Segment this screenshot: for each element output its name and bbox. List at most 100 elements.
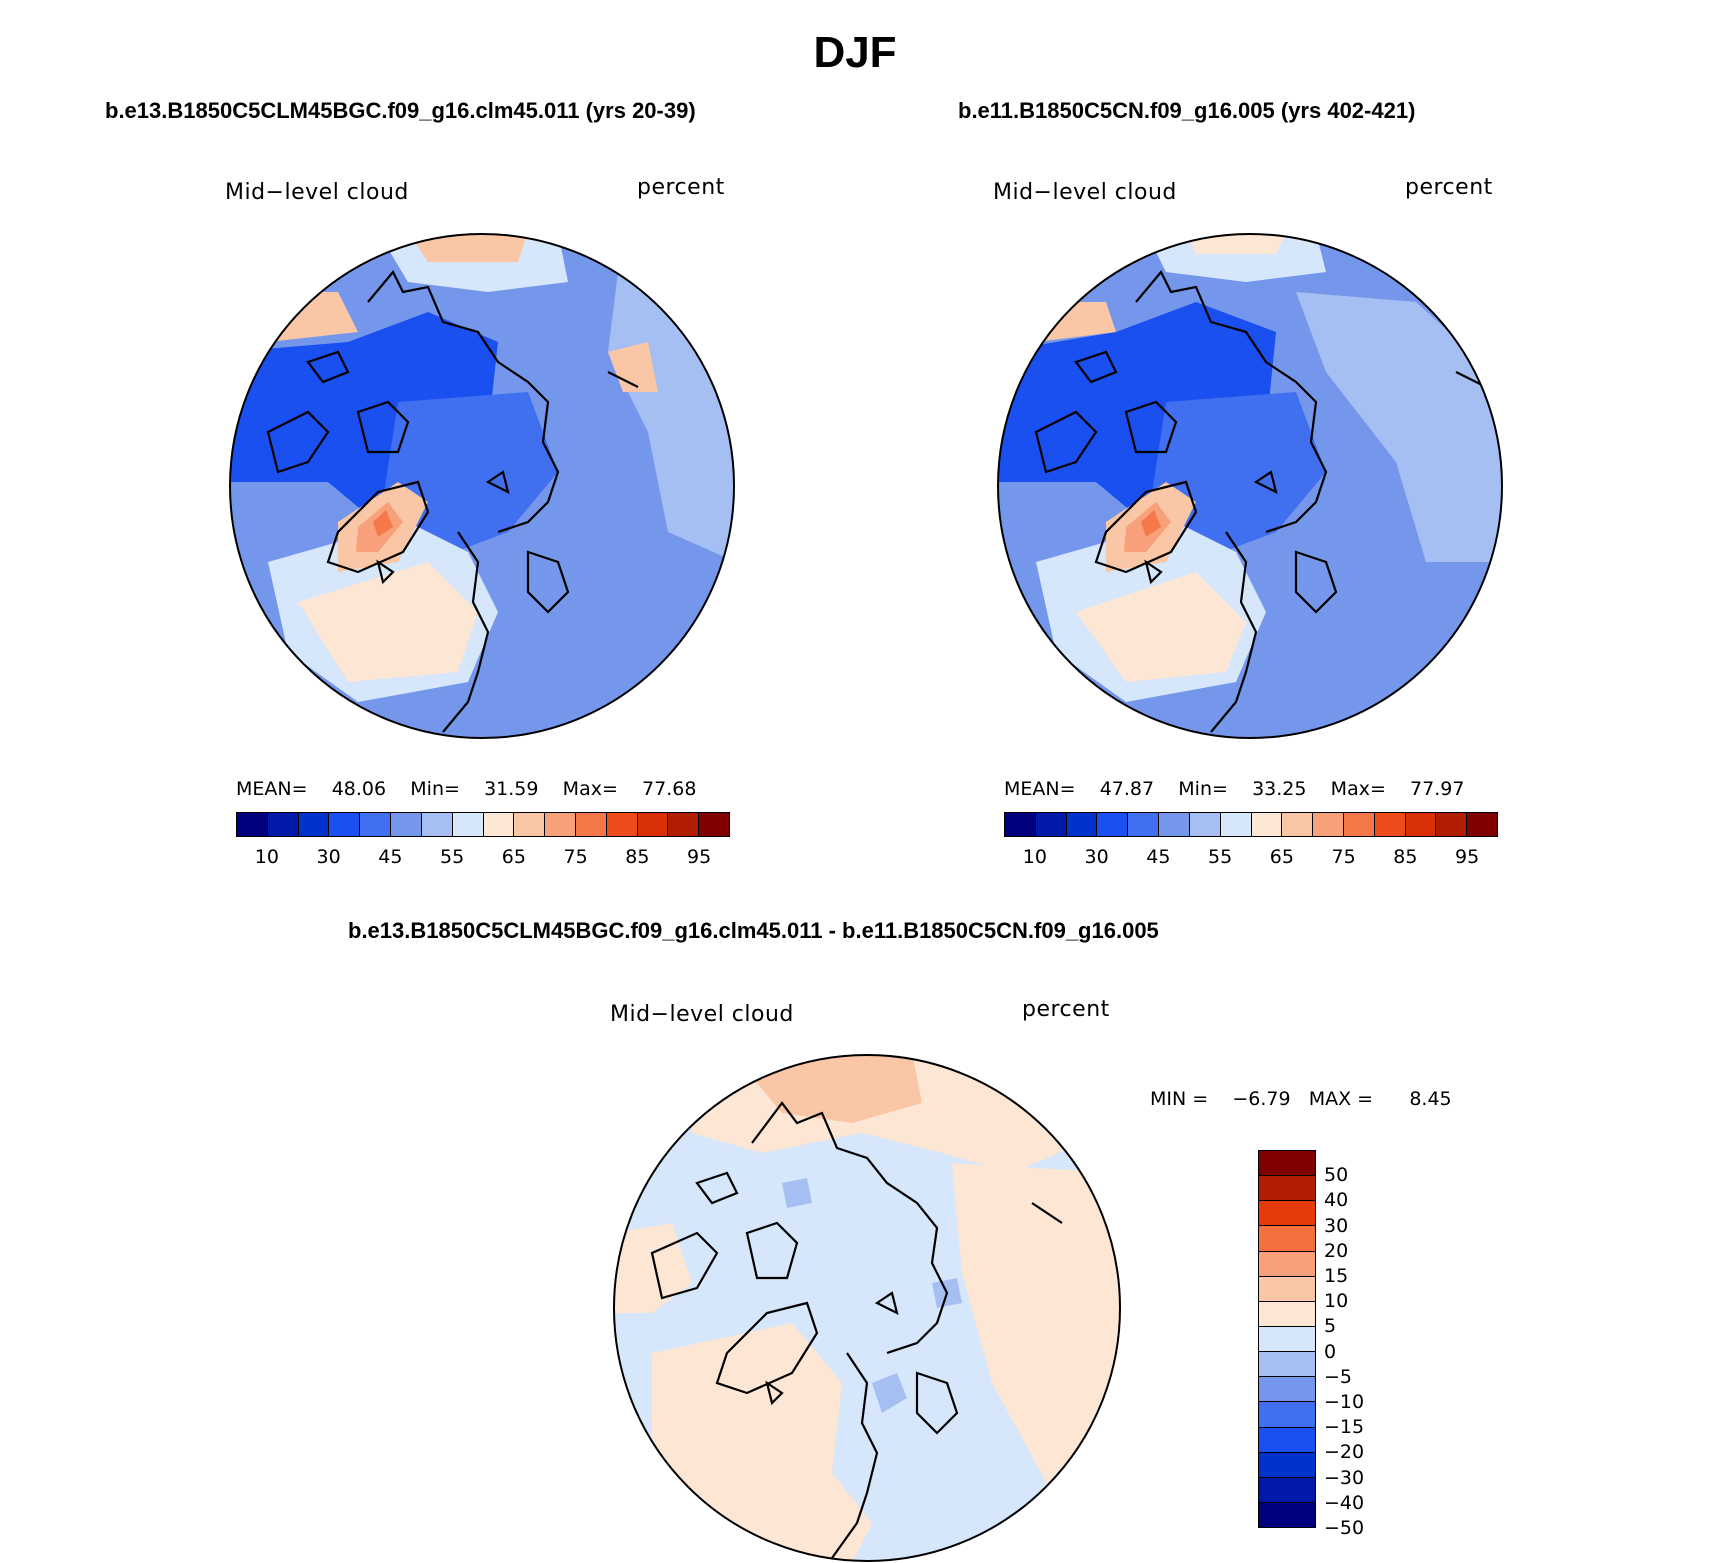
colorbar-tick-label: 10 <box>1022 846 1047 868</box>
map-field-greenland-orange <box>373 510 393 537</box>
mean-value: 48.06 <box>331 778 387 800</box>
colorbar-swatch <box>360 813 392 836</box>
colorbar-tick-label: 40 <box>1324 1189 1349 1212</box>
colorbar-swatch <box>1066 813 1098 836</box>
panel-1-units-label: percent <box>637 175 725 200</box>
colorbar-tick-label: 10 <box>254 846 279 868</box>
colorbar-swatch <box>1251 813 1283 836</box>
colorbar-tick-label: 75 <box>563 846 588 868</box>
min-label: MIN = <box>1150 1088 1209 1110</box>
panel-1-case-title: b.e13.B1850C5CLM45BGC.f09_g16.clm45.011 … <box>105 98 696 123</box>
colorbar-tick-label: 45 <box>1146 846 1171 868</box>
colorbar-tick-label: 85 <box>1393 846 1418 868</box>
diff-variable-label: Mid−level cloud <box>610 1002 794 1027</box>
colorbar-swatch <box>452 813 484 836</box>
colorbar-tick-label: −10 <box>1324 1391 1365 1413</box>
colorbar-swatch <box>1282 813 1314 836</box>
colorbar-swatch <box>1159 813 1190 836</box>
min-label: Min= <box>410 778 460 800</box>
colorbar-tick-label: −40 <box>1324 1491 1365 1514</box>
colorbar-tick-label: −50 <box>1324 1517 1365 1539</box>
colorbar-swatch <box>391 813 422 836</box>
min-value: −6.79 <box>1232 1088 1291 1110</box>
colorbar-swatch <box>1259 1377 1315 1403</box>
colorbar-swatch <box>1374 813 1406 836</box>
colorbar-swatch <box>1005 813 1036 836</box>
diff-polar-map <box>613 1054 1121 1562</box>
coastlines <box>650 1101 1063 1559</box>
colorbar-swatch <box>1259 1452 1315 1478</box>
colorbar-swatch <box>514 813 546 836</box>
colorbar-swatch <box>1259 1352 1315 1378</box>
colorbar-swatch <box>1035 813 1067 836</box>
panel-2-case-title: b.e11.B1850C5CN.f09_g16.005 (yrs 402-421… <box>958 98 1416 123</box>
colorbar-swatch <box>637 813 669 836</box>
max-value: 8.45 <box>1409 1088 1452 1110</box>
panel-2-polar-map <box>997 233 1503 739</box>
map-field-cream-west <box>614 1223 692 1313</box>
colorbar-swatch <box>483 813 515 836</box>
page-title: DJF <box>813 28 897 77</box>
colorbar-tick-label: 5 <box>1324 1315 1337 1338</box>
colorbar-tick-label: 65 <box>501 846 526 868</box>
colorbar-swatch <box>1097 813 1129 836</box>
colorbar-swatch <box>1259 1251 1315 1277</box>
colorbar-tick-label: 50 <box>1324 1164 1349 1187</box>
colorbar-swatch <box>1259 1176 1315 1202</box>
colorbar-swatch <box>237 813 268 836</box>
colorbar-swatch <box>1467 813 1497 836</box>
colorbar-swatch <box>606 813 638 836</box>
map-field-pale-spots-1 <box>782 1178 812 1208</box>
min-value: 31.59 <box>484 778 539 800</box>
colorbar-swatch <box>298 813 330 836</box>
colorbar-swatch <box>1259 1427 1315 1453</box>
panel-2-stats: MEAN= 47.87 Min= 33.25 Max= 77.97 <box>1004 778 1464 800</box>
diff-case-title: b.e13.B1850C5CLM45BGC.f09_g16.clm45.011 … <box>348 918 1159 943</box>
colorbar-swatch <box>1259 1276 1315 1302</box>
map-field-cream-atlantic <box>1076 572 1246 682</box>
colorbar-swatch <box>267 813 299 836</box>
panel-1-variable-label: Mid−level cloud <box>225 180 409 205</box>
map-field-pale-spots-2 <box>872 1373 907 1413</box>
colorbar-tick-label: −20 <box>1324 1441 1365 1464</box>
map-field-greenland-orange <box>1141 510 1161 537</box>
colorbar-swatch <box>329 813 361 836</box>
max-value: 77.97 <box>1410 778 1465 800</box>
colorbar-swatch <box>1259 1226 1315 1252</box>
map-field-cream-atlantic <box>298 562 478 682</box>
colorbar-swatch <box>1259 1301 1315 1327</box>
colorbar-swatch <box>1313 813 1344 836</box>
colorbar-swatch <box>1259 1402 1315 1428</box>
min-label: Min= <box>1178 778 1228 800</box>
colorbar-tick-label: 55 <box>440 846 465 868</box>
colorbar-tick-label: 55 <box>1208 846 1233 868</box>
panel-2-variable-label: Mid−level cloud <box>993 180 1177 205</box>
map-field-cream-east <box>952 1163 1120 1493</box>
mean-label: MEAN= <box>236 778 308 800</box>
colorbar-swatch <box>1343 813 1375 836</box>
colorbar-tick-label: 85 <box>625 846 650 868</box>
colorbar-tick-label: 0 <box>1324 1340 1337 1363</box>
colorbar-swatch <box>1259 1326 1315 1353</box>
colorbar-tick-label: 30 <box>1084 846 1109 868</box>
colorbar-tick-label: 10 <box>1324 1290 1349 1313</box>
panel-1-polar-map <box>229 233 735 739</box>
colorbar-tick-label: 30 <box>1324 1214 1349 1237</box>
min-value: 33.25 <box>1252 778 1307 800</box>
colorbar-swatch <box>421 813 453 836</box>
diff-stats: MIN = −6.79 MAX = 8.45 <box>1150 1088 1452 1110</box>
panel-2-units-label: percent <box>1405 175 1493 200</box>
map-field-pale-north <box>1146 234 1326 282</box>
colorbar-swatch <box>699 813 729 836</box>
max-label: MAX = <box>1308 1088 1374 1110</box>
panel-2-colorbar <box>1004 812 1498 837</box>
colorbar-swatch <box>1405 813 1437 836</box>
colorbar-swatch <box>545 813 576 836</box>
colorbar-swatch <box>1436 813 1468 836</box>
max-label: Max= <box>562 778 618 800</box>
diff-colorbar-labels: 50 40 30 20 15 10 5 0 −5 −10 −15 −20 −30 −40 −50 <box>1324 1150 1404 1539</box>
colorbar-tick-label: 30 <box>316 846 341 868</box>
colorbar-tick-label: 75 <box>1331 846 1356 868</box>
colorbar-swatch <box>575 813 607 836</box>
panel-1-stats: MEAN= 48.06 Min= 31.59 Max= 77.68 <box>236 778 696 800</box>
